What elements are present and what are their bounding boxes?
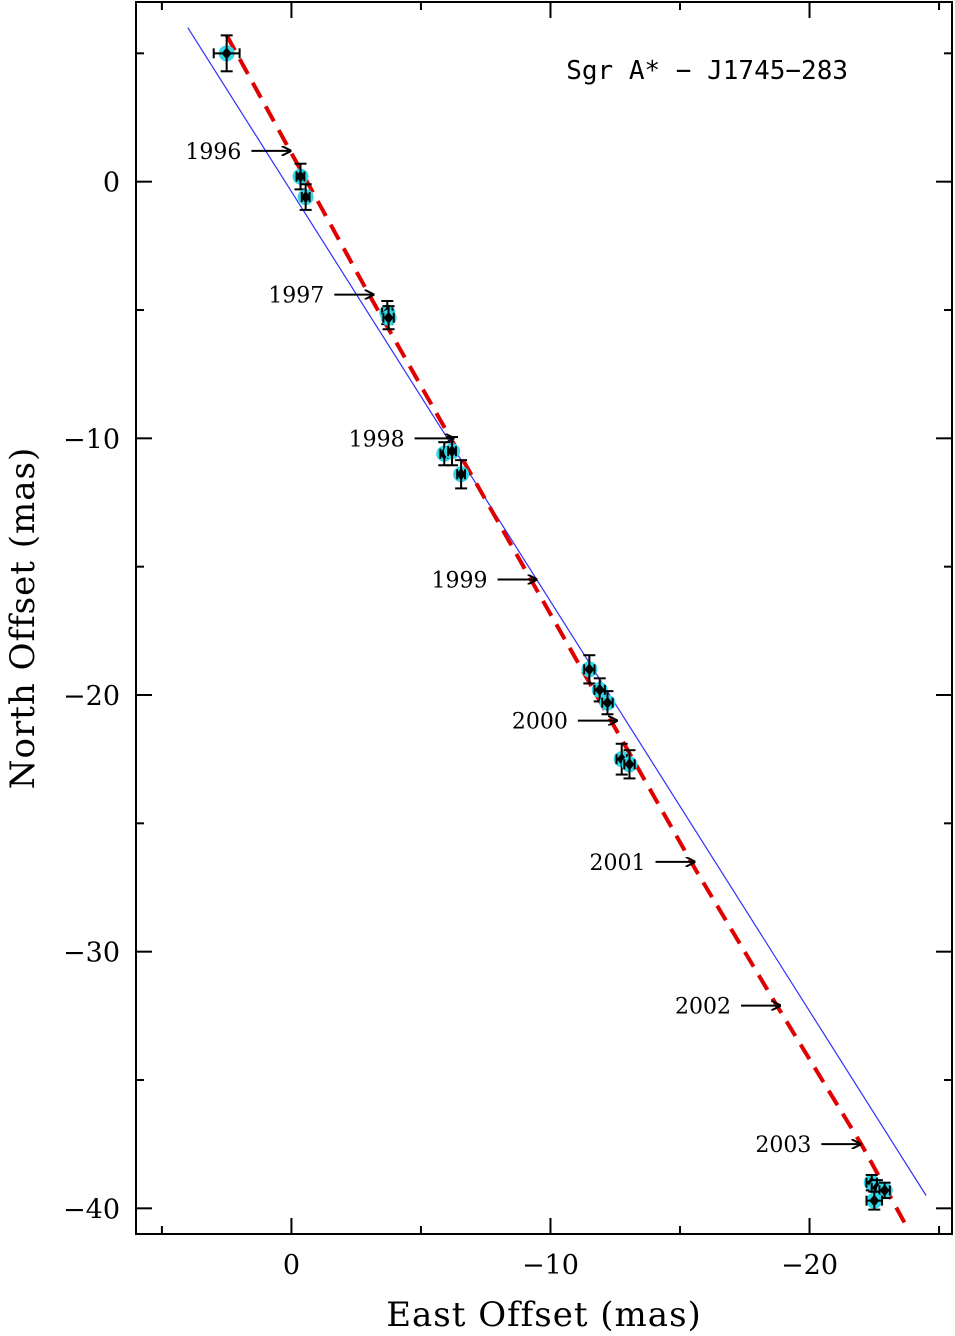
point-marker (879, 1184, 890, 1197)
point-marker (456, 468, 467, 481)
year-annotation: 2000 (512, 710, 617, 735)
point-marker (624, 758, 635, 771)
year-label: 1996 (185, 140, 241, 165)
year-annotations: 1996 1997 1998 1999 2000 2001 2002 2003 (185, 140, 860, 1158)
point-marker (869, 1194, 880, 1207)
axis-ticks: 0 −10 −20 0 −10 −20 −30 −40 (63, 2, 952, 1281)
data-point (212, 34, 241, 73)
y-tick-label: 0 (103, 168, 120, 199)
x-tick-label: −10 (522, 1250, 579, 1281)
y-tick-label: −10 (63, 424, 120, 455)
year-label: 2001 (590, 851, 646, 876)
year-annotation: 1996 (185, 140, 290, 165)
accelerated-fit-line (224, 34, 910, 1230)
year-annotation: 1998 (349, 427, 454, 452)
plot-frame (135, 1, 953, 1235)
data-point (865, 1190, 884, 1211)
data-point (621, 749, 638, 780)
year-annotation: 2001 (590, 851, 695, 876)
year-annotation: 2002 (675, 995, 780, 1020)
year-label: 1997 (268, 284, 324, 309)
y-tick-label: −30 (63, 938, 120, 969)
data-point (380, 305, 397, 331)
point-marker (594, 683, 605, 696)
point-marker (300, 191, 311, 204)
point-marker (383, 311, 394, 324)
x-axis-label: East Offset (mas) (386, 1295, 702, 1335)
fit-lines (187, 27, 927, 1230)
x-tick-label: 0 (283, 1250, 300, 1281)
point-marker (221, 47, 232, 60)
y-axis-label: North Offset (mas) (3, 447, 43, 789)
year-label: 1998 (349, 427, 405, 452)
point-marker (584, 663, 595, 676)
year-label: 1999 (432, 569, 488, 594)
y-tick-label: −40 (63, 1194, 120, 1225)
y-tick-label: −20 (63, 681, 120, 712)
data-point (599, 690, 616, 716)
year-annotation: 1999 (432, 569, 537, 594)
data-points (212, 34, 893, 1211)
linear-fit-line (187, 27, 927, 1196)
point-marker (602, 696, 613, 709)
point-marker (447, 445, 458, 458)
year-label: 2002 (675, 995, 731, 1020)
year-annotation: 1997 (268, 284, 373, 309)
data-point (876, 1181, 893, 1200)
year-label: 2003 (755, 1133, 811, 1158)
data-point (292, 162, 309, 191)
data-point (581, 654, 598, 685)
year-label: 2000 (512, 710, 568, 735)
data-point (297, 183, 314, 211)
chart-title: Sgr A* − J1745−283 (566, 56, 848, 86)
x-tick-label: −20 (781, 1250, 838, 1281)
year-annotation: 2003 (755, 1133, 860, 1158)
point-marker (295, 170, 306, 183)
data-point (453, 459, 470, 490)
data-point (591, 677, 608, 703)
